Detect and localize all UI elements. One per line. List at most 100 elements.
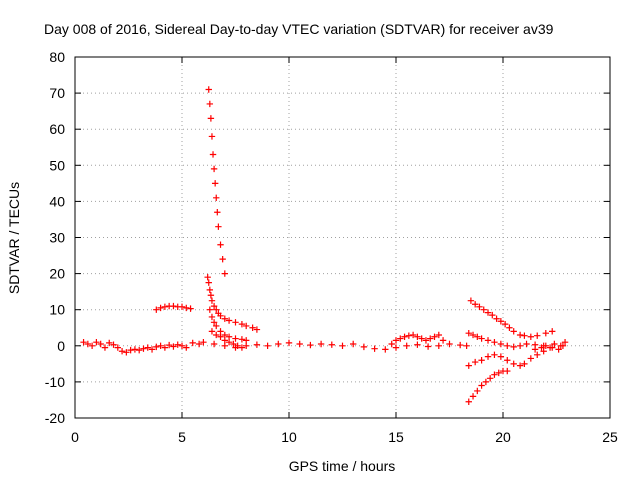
data-point — [93, 338, 100, 346]
data-point — [414, 341, 421, 348]
data-point — [328, 341, 335, 348]
data-point — [540, 348, 547, 355]
series-late-dip — [465, 367, 511, 405]
x-tick-label: 0 — [71, 429, 79, 445]
data-point — [204, 274, 211, 281]
data-point — [157, 342, 164, 349]
data-point — [491, 351, 498, 359]
data-point — [243, 337, 250, 344]
data-point — [213, 331, 220, 339]
chart-title: Day 008 of 2016, Sidereal Day-to-day VTE… — [44, 21, 554, 37]
data-point — [210, 319, 218, 326]
data-point — [463, 342, 470, 349]
data-point — [209, 151, 217, 158]
data-point — [214, 209, 221, 216]
data-point — [531, 346, 539, 353]
data-point — [510, 343, 517, 351]
data-point — [471, 358, 479, 366]
data-point — [409, 331, 417, 339]
data-point — [170, 302, 177, 310]
x-tick-label: 20 — [495, 429, 511, 445]
data-point — [465, 329, 472, 337]
data-point — [225, 333, 233, 340]
data-point — [253, 341, 261, 348]
data-point — [339, 342, 346, 349]
data-point — [206, 306, 214, 313]
data-point — [551, 340, 558, 348]
data-point — [221, 337, 228, 344]
data-point — [208, 133, 216, 140]
data-point — [497, 340, 505, 348]
data-point — [542, 342, 549, 349]
data-point — [208, 297, 216, 304]
data-point — [504, 357, 511, 364]
tick-layer: 0 5 10 15 20 25 -20 -10 0 10 20 30 40 50 60 70 80 — [45, 49, 618, 445]
data-point — [217, 333, 224, 340]
data-point — [238, 336, 246, 343]
data-point — [427, 335, 434, 342]
data-point — [317, 340, 325, 348]
data-point — [521, 332, 528, 339]
data-point — [215, 223, 222, 230]
data-point — [360, 343, 368, 351]
data-point — [478, 382, 485, 389]
data-point — [221, 270, 228, 277]
data-point — [542, 329, 549, 337]
data-point — [205, 86, 212, 93]
plot-frame — [74, 56, 611, 419]
data-point — [217, 328, 224, 335]
data-point — [482, 378, 490, 386]
data-point — [521, 360, 528, 368]
data-point — [264, 342, 271, 349]
data-point — [497, 318, 505, 325]
data-point — [210, 302, 218, 310]
data-point — [504, 342, 511, 349]
data-point — [207, 115, 215, 122]
y-tick-label: 10 — [49, 302, 65, 318]
data-point — [80, 338, 87, 346]
data-point — [148, 346, 156, 353]
data-point — [506, 324, 513, 331]
data-point — [497, 353, 505, 360]
y-tick-label: 70 — [49, 85, 65, 101]
data-point — [221, 331, 228, 339]
data-point — [234, 342, 241, 349]
data-point — [200, 338, 207, 346]
data-point — [469, 393, 477, 400]
y-axis-label: SDTVAR / TECUs — [6, 182, 22, 294]
data-point — [493, 315, 500, 322]
data-point — [183, 344, 190, 351]
data-point — [170, 343, 177, 350]
data-point — [486, 375, 494, 382]
data-point — [213, 322, 220, 330]
data-point — [382, 346, 389, 353]
series-late-low — [465, 348, 547, 369]
data-point — [114, 344, 121, 351]
data-point — [527, 333, 535, 340]
data-point — [469, 331, 477, 339]
data-point — [118, 348, 126, 355]
data-point — [491, 338, 498, 346]
data-point — [97, 340, 104, 348]
data-point — [238, 320, 246, 328]
data-point — [210, 340, 218, 348]
data-point — [123, 349, 130, 356]
data-point — [435, 331, 442, 339]
data-point — [480, 306, 487, 313]
data-point — [307, 341, 314, 349]
data-point — [161, 303, 169, 311]
data-point — [489, 311, 496, 319]
data-point — [249, 324, 256, 331]
data-point — [401, 333, 408, 340]
data-point — [392, 344, 400, 351]
data-point — [504, 367, 511, 375]
data-point — [424, 343, 432, 350]
y-tick-label: 50 — [49, 157, 65, 173]
data-point — [253, 326, 261, 333]
data-point — [232, 319, 239, 326]
data-point — [178, 342, 186, 349]
x-tick-label: 10 — [281, 429, 297, 445]
data-point — [225, 338, 233, 346]
y-tick-label: 80 — [49, 49, 65, 65]
